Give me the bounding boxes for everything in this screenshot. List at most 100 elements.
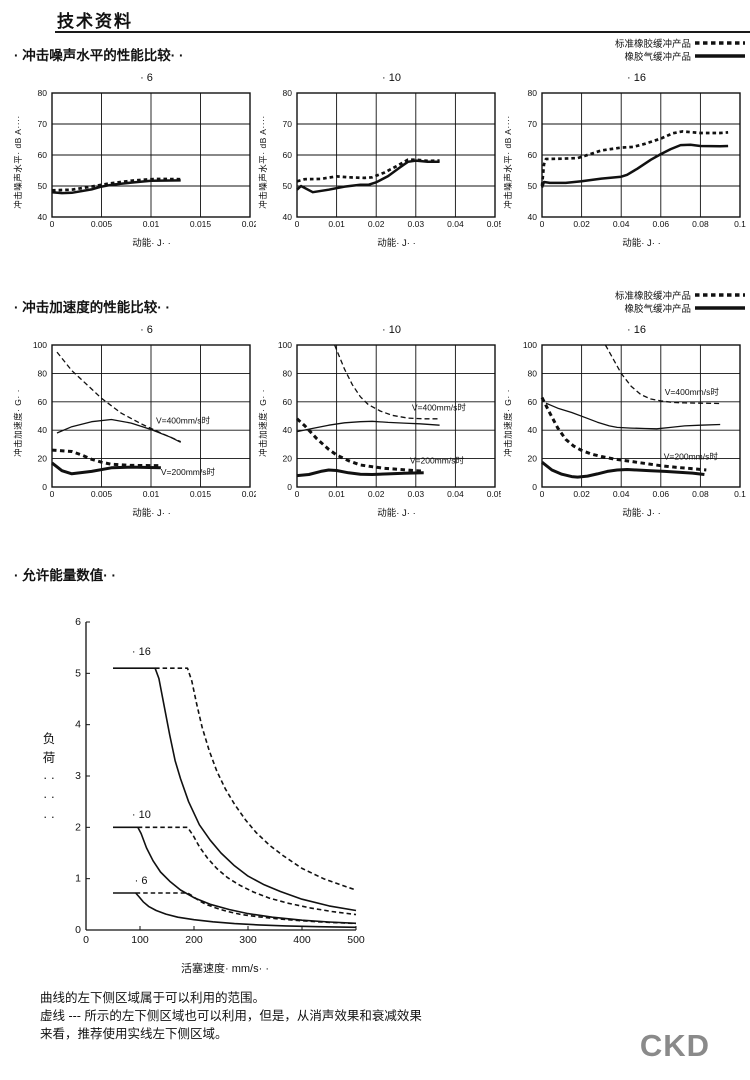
x-tick-label: 0.04 bbox=[613, 219, 630, 229]
chart-svg: 0 0.005 0.01 0.015 0.02 0 20 40 60 80 100 V=400mm/s… bbox=[33, 340, 256, 499]
header-divider bbox=[55, 31, 750, 33]
x-tick-label: 0.02 bbox=[573, 489, 590, 499]
series-line bbox=[540, 130, 729, 187]
y-tick-label: 100 bbox=[523, 340, 537, 350]
y-tick-label: 1 bbox=[75, 873, 81, 885]
x-tick-label: 0.1 bbox=[734, 489, 746, 499]
page-title: 技术资料 bbox=[57, 12, 133, 31]
chart-title: · 10 bbox=[382, 72, 401, 84]
x-tick-label: 0.02 bbox=[242, 219, 256, 229]
y-tick-label: 80 bbox=[528, 88, 538, 98]
x-tick-label: 0 bbox=[50, 219, 55, 229]
x-tick-label: 0.04 bbox=[613, 489, 630, 499]
noise-chart-phi6: · 6 冲击噪声水平· dB A···· 0 0.005 0.01 0.015 0.02… bbox=[11, 72, 257, 249]
y-tick-label: 60 bbox=[38, 150, 48, 160]
y-tick-label: 80 bbox=[38, 368, 48, 378]
series-line bbox=[540, 143, 729, 188]
y-tick-label: 3 bbox=[75, 770, 81, 782]
x-tick-label: 0.03 bbox=[408, 489, 425, 499]
series-line bbox=[56, 351, 181, 443]
series-line bbox=[296, 158, 440, 183]
chart-canvas: 0 0.02 0.04 0.06 0.08 0.1 0 20 40 60 80 100 V=400mm/… bbox=[514, 340, 746, 506]
y-tick-label: 0 bbox=[42, 482, 47, 492]
y-tick-label: 4 bbox=[75, 719, 81, 731]
chart-canvas: 0 0.02 0.04 0.06 0.08 0.1 40 50 60 70 80 bbox=[514, 88, 746, 236]
x-tick-label: 200 bbox=[185, 934, 203, 946]
x-tick-label: 0.01 bbox=[328, 489, 345, 499]
series-line bbox=[296, 420, 440, 433]
series-line bbox=[295, 417, 424, 473]
y-tick-label: 60 bbox=[283, 397, 293, 407]
y-tick-label: 2 bbox=[75, 821, 81, 833]
y-tick-label: 20 bbox=[528, 454, 538, 464]
series-line bbox=[113, 826, 357, 925]
chart-svg: 0 0.005 0.01 0.015 0.02 40 50 60 70 80 bbox=[38, 88, 256, 229]
legend-item-air-cushion: 橡胶气缓冲产品 bbox=[615, 301, 745, 315]
x-tick-label: 0.01 bbox=[143, 489, 160, 499]
chart-annotation: · 16 bbox=[132, 646, 151, 658]
chart-canvas: 0 0.01 0.02 0.03 0.04 0.05 0 20 40 60 80 100 V=400mm… bbox=[269, 340, 501, 506]
section-title-energy: · 允许能量数值· · bbox=[14, 568, 116, 583]
series-line bbox=[540, 396, 707, 472]
x-tick-label: 0.08 bbox=[692, 219, 709, 229]
noise-chart-phi10: · 10 冲击噪声水平· dB A···· 0 0.01 0.02 0.03 0.04 0… bbox=[256, 72, 502, 249]
x-tick-label: 0.02 bbox=[573, 219, 590, 229]
chart-annotation: V=200mm/s时 bbox=[161, 467, 216, 477]
y-tick-label: 60 bbox=[528, 397, 538, 407]
series-line bbox=[51, 179, 181, 195]
chart-svg: 0 0.02 0.04 0.06 0.08 0.1 40 50 60 70 80 bbox=[528, 88, 746, 229]
x-tick-label: 0.015 bbox=[190, 219, 212, 229]
y-tick-label: 80 bbox=[283, 88, 293, 98]
y-tick-label: 80 bbox=[38, 88, 48, 98]
footer-line: 曲线的左下侧区域属于可以利用的范围。 bbox=[40, 991, 266, 1005]
y-tick-label: 20 bbox=[38, 454, 48, 464]
chart-svg: 0 100 200 300 400 500 0 1 2 3 4 5 6 · 16 · 10 · 6 bbox=[75, 616, 365, 946]
chart-annotation: V=200mm/s时 bbox=[664, 451, 719, 461]
x-tick-label: 0.04 bbox=[447, 489, 464, 499]
series-line bbox=[296, 468, 424, 478]
y-tick-label: 0 bbox=[532, 482, 537, 492]
chart-canvas: 0 100 200 300 400 500 0 1 2 3 4 5 6 · 16 · 10 · 6 bbox=[50, 612, 390, 958]
y-tick-label: 50 bbox=[283, 181, 293, 191]
footer-line: 来看，推荐使用实线左下侧区域。 bbox=[40, 1027, 228, 1042]
dashed-line-icon bbox=[695, 40, 745, 45]
x-tick-label: 0.1 bbox=[734, 219, 746, 229]
y-tick-label: 60 bbox=[38, 397, 48, 407]
x-tick-label: 0.005 bbox=[91, 219, 113, 229]
y-tick-label: 100 bbox=[278, 340, 292, 350]
energy-chart: 负 荷 · · · · · · 0 100 200 300 400 500 0 1 2 3 4 5 6 ·… bbox=[43, 612, 390, 976]
series-line bbox=[333, 344, 440, 420]
chart-svg: 0 0.01 0.02 0.03 0.04 0.05 40 50 60 70 80 bbox=[283, 88, 501, 229]
y-tick-label: 0 bbox=[287, 482, 292, 492]
solid-line-icon bbox=[695, 53, 745, 58]
chart-title: · 6 bbox=[140, 324, 153, 336]
y-axis-label: 冲击噪声水平· dB A···· bbox=[502, 115, 513, 209]
chart-annotation: V=400mm/s时 bbox=[665, 387, 720, 397]
y-axis-label: 冲击噪声水平· dB A···· bbox=[257, 115, 268, 209]
section-title-acceleration: · 冲击加速度的性能比较· · bbox=[14, 300, 170, 315]
series-line bbox=[296, 159, 440, 194]
chart-annotation: · 10 bbox=[132, 809, 151, 821]
y-tick-label: 40 bbox=[283, 425, 293, 435]
x-axis-label: 动能· J· · bbox=[622, 508, 661, 519]
x-tick-label: 0.02 bbox=[368, 489, 385, 499]
x-tick-label: 0.05 bbox=[487, 489, 501, 499]
series-line bbox=[51, 177, 181, 192]
y-tick-label: 60 bbox=[283, 150, 293, 160]
accel-chart-phi16: · 16 冲击加速度· G· · 0 0.02 0.04 0.06 0.08 0.1 0 20… bbox=[501, 324, 747, 519]
x-tick-label: 100 bbox=[131, 934, 149, 946]
series-line bbox=[56, 418, 181, 443]
y-tick-label: 70 bbox=[283, 119, 293, 129]
x-tick-label: 0.02 bbox=[368, 219, 385, 229]
x-tick-label: 0.015 bbox=[190, 489, 212, 499]
x-tick-label: 0.05 bbox=[487, 219, 501, 229]
x-tick-label: 0.08 bbox=[692, 489, 709, 499]
legend-acceleration: 标准橡胶缓冲产品 橡胶气缓冲产品 bbox=[615, 288, 745, 315]
y-tick-label: 40 bbox=[38, 425, 48, 435]
y-axis-label: 冲击噪声水平· dB A···· bbox=[12, 115, 23, 209]
y-tick-label: 50 bbox=[528, 181, 538, 191]
x-tick-label: 0 bbox=[540, 489, 545, 499]
chart-title: · 10 bbox=[382, 324, 401, 336]
x-axis-label: 动能· J· · bbox=[132, 508, 171, 519]
